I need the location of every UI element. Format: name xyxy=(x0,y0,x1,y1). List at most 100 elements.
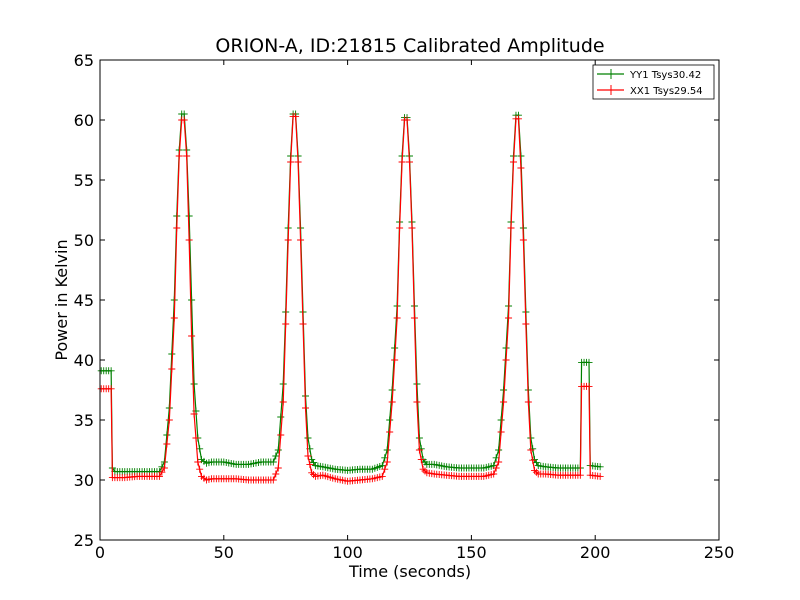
data-point xyxy=(297,236,305,244)
data-point xyxy=(596,463,604,471)
data-point xyxy=(532,459,540,467)
legend-box xyxy=(592,64,715,100)
tick-labels: 0 50 100 150 200 250 25 30 35 40 45 50 55 60 65 xyxy=(74,51,735,562)
data-point xyxy=(188,296,196,304)
data-point xyxy=(507,224,515,232)
legend-marker xyxy=(606,69,616,79)
data-point xyxy=(408,224,416,232)
data-point xyxy=(517,164,525,172)
data-point xyxy=(500,398,508,406)
data-point xyxy=(192,434,200,442)
data-point xyxy=(183,152,191,160)
data-point xyxy=(524,398,532,406)
data-point xyxy=(272,470,280,478)
data-point xyxy=(165,416,173,424)
y-tick-label: 60 xyxy=(74,111,94,130)
data-point xyxy=(383,446,391,454)
data-point xyxy=(531,466,539,474)
y-tick-label: 30 xyxy=(74,471,94,490)
legend: YY1 Tsys30.42 XX1 Tsys29.54 xyxy=(592,64,715,100)
data-point xyxy=(388,398,396,406)
data-point xyxy=(306,460,314,468)
data-point xyxy=(419,465,427,473)
data-point xyxy=(514,115,522,123)
data-point xyxy=(410,314,418,322)
data-point xyxy=(294,158,302,166)
data-point xyxy=(180,110,188,118)
data-point xyxy=(299,320,307,328)
legend-entries: YY1 Tsys30.42 XX1 Tsys29.54 xyxy=(597,69,703,97)
data-point xyxy=(413,398,421,406)
data-point xyxy=(277,413,285,421)
series-layer xyxy=(97,110,604,485)
data-point xyxy=(308,469,316,477)
data-point xyxy=(188,332,196,340)
data-point xyxy=(304,434,312,442)
series-markers xyxy=(97,112,604,485)
data-point xyxy=(310,459,318,467)
x-tick-label: 150 xyxy=(456,543,487,562)
data-point xyxy=(277,431,285,439)
data-point xyxy=(310,471,318,479)
data-point xyxy=(386,428,394,436)
data-point xyxy=(505,314,513,322)
legend-marker xyxy=(606,85,616,95)
data-point xyxy=(168,365,176,373)
data-point xyxy=(170,314,178,322)
data-point xyxy=(163,431,171,439)
data-point xyxy=(274,446,282,454)
data-point xyxy=(398,158,406,166)
data-point xyxy=(381,465,389,473)
data-point xyxy=(107,385,115,393)
data-point xyxy=(190,380,198,388)
data-point xyxy=(292,112,300,120)
legend-entry: XX1 Tsys29.54 xyxy=(597,85,703,97)
data-point xyxy=(522,320,530,328)
data-point xyxy=(168,350,176,358)
y-axis-title: Power in Kelvin xyxy=(52,239,71,360)
data-point xyxy=(391,356,399,364)
data-point xyxy=(417,456,425,464)
data-point xyxy=(160,464,168,472)
data-point xyxy=(158,468,166,476)
data-point xyxy=(302,404,310,412)
y-tick-label: 65 xyxy=(74,51,94,70)
legend-label: YY1 Tsys30.42 xyxy=(629,70,701,81)
data-point xyxy=(185,236,193,244)
series-markers xyxy=(97,110,604,476)
data-point xyxy=(519,236,527,244)
data-point xyxy=(393,314,401,322)
data-point xyxy=(386,416,394,424)
data-point xyxy=(287,158,295,166)
data-point xyxy=(509,158,517,166)
data-point xyxy=(403,116,411,124)
data-point xyxy=(196,465,204,473)
data-point xyxy=(495,446,503,454)
chart-title: ORION-A, ID:21815 Calibrated Amplitude xyxy=(215,35,604,57)
data-point xyxy=(421,467,429,475)
data-point xyxy=(576,471,584,479)
data-point xyxy=(180,116,188,124)
data-point xyxy=(284,236,292,244)
y-tick-label: 55 xyxy=(74,171,94,190)
data-point xyxy=(492,464,500,472)
y-tick-label: 25 xyxy=(74,531,94,550)
data-point xyxy=(282,320,290,328)
y-tick-label: 50 xyxy=(74,231,94,250)
data-point xyxy=(383,458,391,466)
data-point xyxy=(495,458,503,466)
x-tick-label: 100 xyxy=(332,543,363,562)
data-point xyxy=(269,476,277,484)
y-tick-label: 40 xyxy=(74,351,94,370)
x-tick-label: 0 xyxy=(95,543,105,562)
data-point xyxy=(415,446,423,454)
data-point xyxy=(304,452,312,460)
data-point xyxy=(396,224,404,232)
data-point xyxy=(190,410,198,418)
data-point xyxy=(497,416,505,424)
x-tick-label: 50 xyxy=(214,543,234,562)
data-point xyxy=(194,458,202,466)
legend-entry: YY1 Tsys30.42 xyxy=(597,69,701,81)
data-point xyxy=(497,428,505,436)
